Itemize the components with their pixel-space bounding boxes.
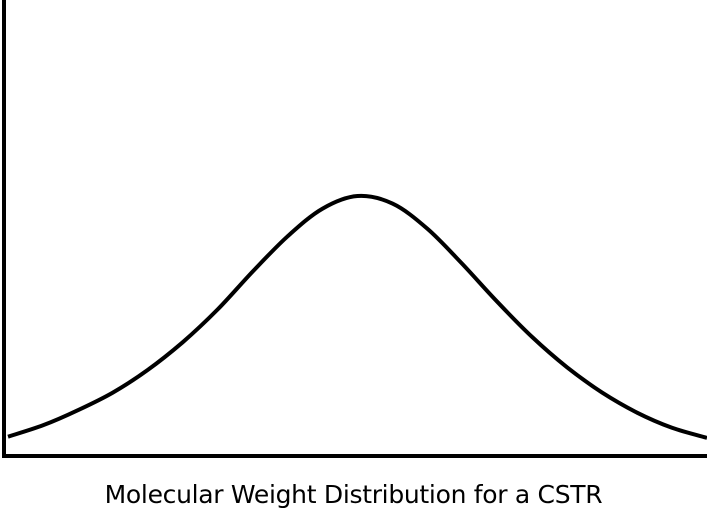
distribution-curve-0 — [7, 193, 707, 440]
x-axis-label: Molecular Weight Distribution for a CSTR — [104, 480, 603, 509]
series-layer — [7, 193, 707, 440]
chart-plot — [2, 0, 707, 458]
